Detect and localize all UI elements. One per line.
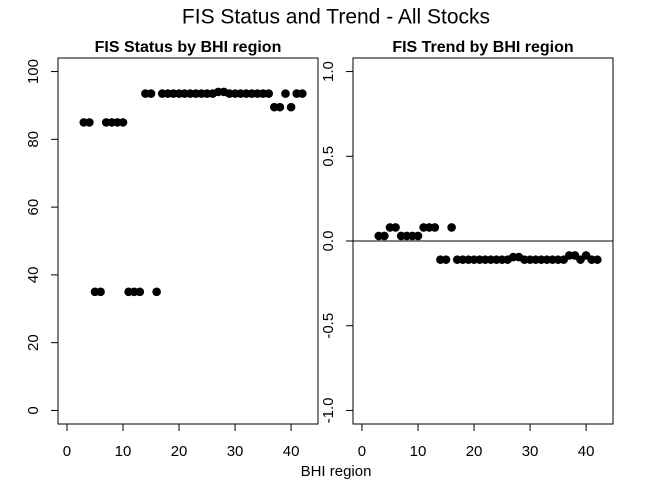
y-tick-label: -0.5 xyxy=(320,313,337,339)
x-tick-label: 20 xyxy=(171,443,188,460)
x-tick-label: 40 xyxy=(578,443,595,460)
point xyxy=(135,287,145,297)
x-tick-label: 30 xyxy=(227,443,244,460)
point xyxy=(281,89,290,98)
y-tick-label: 60 xyxy=(25,199,42,216)
point xyxy=(593,255,602,264)
panel-title: FIS Trend by BHI region xyxy=(392,39,573,56)
point xyxy=(430,223,440,232)
y-tick-label: -1.0 xyxy=(320,398,337,424)
y-tick-label: 100 xyxy=(25,59,42,84)
point xyxy=(298,89,307,98)
x-tick-label: 40 xyxy=(283,443,300,460)
y-tick-label: 0 xyxy=(25,406,42,414)
point xyxy=(286,102,296,112)
x-tick-label: 30 xyxy=(522,443,539,460)
point xyxy=(152,287,161,297)
point xyxy=(413,231,423,241)
x-tick-label: 0 xyxy=(63,443,71,460)
x-tick-label: 0 xyxy=(358,443,366,460)
x-tick-label: 10 xyxy=(410,443,427,460)
plot-box xyxy=(57,57,319,425)
point xyxy=(275,102,285,112)
x-tick-label: 10 xyxy=(115,443,132,460)
y-tick-label: 0.0 xyxy=(320,231,337,252)
y-tick-label: 1.0 xyxy=(320,61,337,82)
point xyxy=(264,89,273,98)
point xyxy=(146,89,156,98)
y-tick-label: 80 xyxy=(25,131,42,148)
panel-title: FIS Status by BHI region xyxy=(95,39,282,56)
main-title: FIS Status and Trend - All Stocks xyxy=(182,6,490,29)
point xyxy=(447,223,456,232)
y-tick-label: 20 xyxy=(25,334,42,351)
point xyxy=(391,223,400,232)
y-tick-label: 0.5 xyxy=(320,146,337,167)
point xyxy=(441,255,451,264)
x-axis-label: BHI region xyxy=(301,463,372,480)
x-tick-label: 20 xyxy=(466,443,483,460)
point xyxy=(118,118,128,127)
y-tick-label: 40 xyxy=(25,267,42,284)
point xyxy=(380,231,389,241)
point xyxy=(96,287,105,297)
point xyxy=(85,118,94,127)
